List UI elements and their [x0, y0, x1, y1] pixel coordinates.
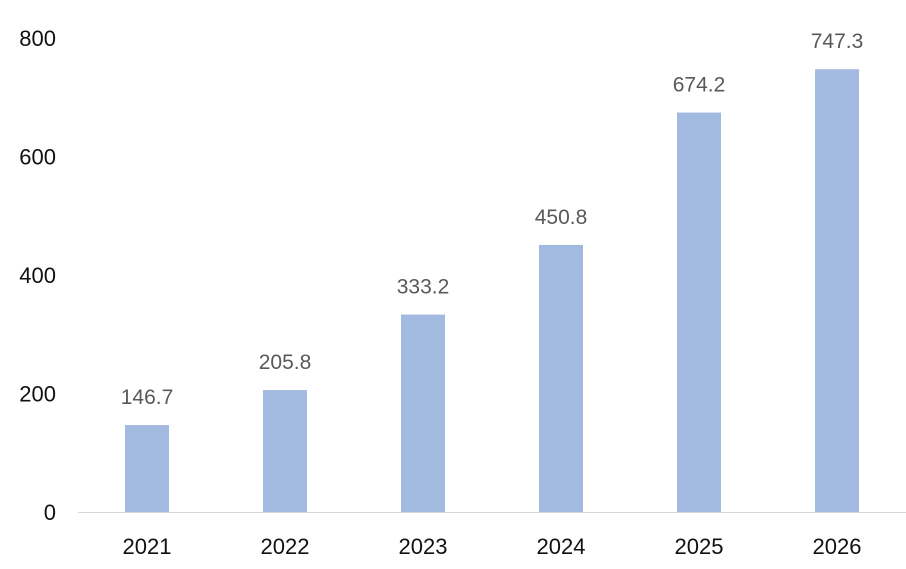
- y-tick-label: 600: [19, 145, 56, 170]
- y-tick-label: 400: [19, 263, 56, 288]
- bar-2022: [263, 390, 307, 512]
- y-axis-tick-labels: 0 200 400 600 800: [19, 26, 56, 525]
- bars: [125, 69, 859, 513]
- y-tick-label: 800: [19, 26, 56, 51]
- y-tick-label: 0: [44, 500, 56, 525]
- x-tick-label-2024: 2024: [537, 534, 586, 559]
- data-label-2023: 333.2: [397, 276, 450, 299]
- bar-2025: [677, 112, 721, 512]
- bar-2021: [125, 425, 169, 512]
- y-tick-label: 200: [19, 382, 56, 407]
- data-label-2024: 450.8: [535, 206, 588, 229]
- x-tick-label-2025: 2025: [675, 534, 724, 559]
- x-axis-tick-labels: 2021 2022 2023 2024 2025 2026: [123, 534, 862, 559]
- x-tick-label-2023: 2023: [399, 534, 448, 559]
- bar-2023: [401, 314, 445, 512]
- data-label-2025: 674.2: [673, 74, 726, 97]
- data-label-2022: 205.8: [259, 351, 312, 374]
- data-labels: 146.7 205.8 333.2 450.8 674.2 747.3: [121, 30, 864, 409]
- bar-2024: [539, 244, 583, 512]
- data-label-2026: 747.3: [811, 30, 864, 53]
- bar-2026: [815, 69, 859, 513]
- data-label-2021: 146.7: [121, 386, 174, 409]
- x-tick-label-2026: 2026: [813, 534, 862, 559]
- x-tick-label-2022: 2022: [261, 534, 310, 559]
- x-tick-label-2021: 2021: [123, 534, 172, 559]
